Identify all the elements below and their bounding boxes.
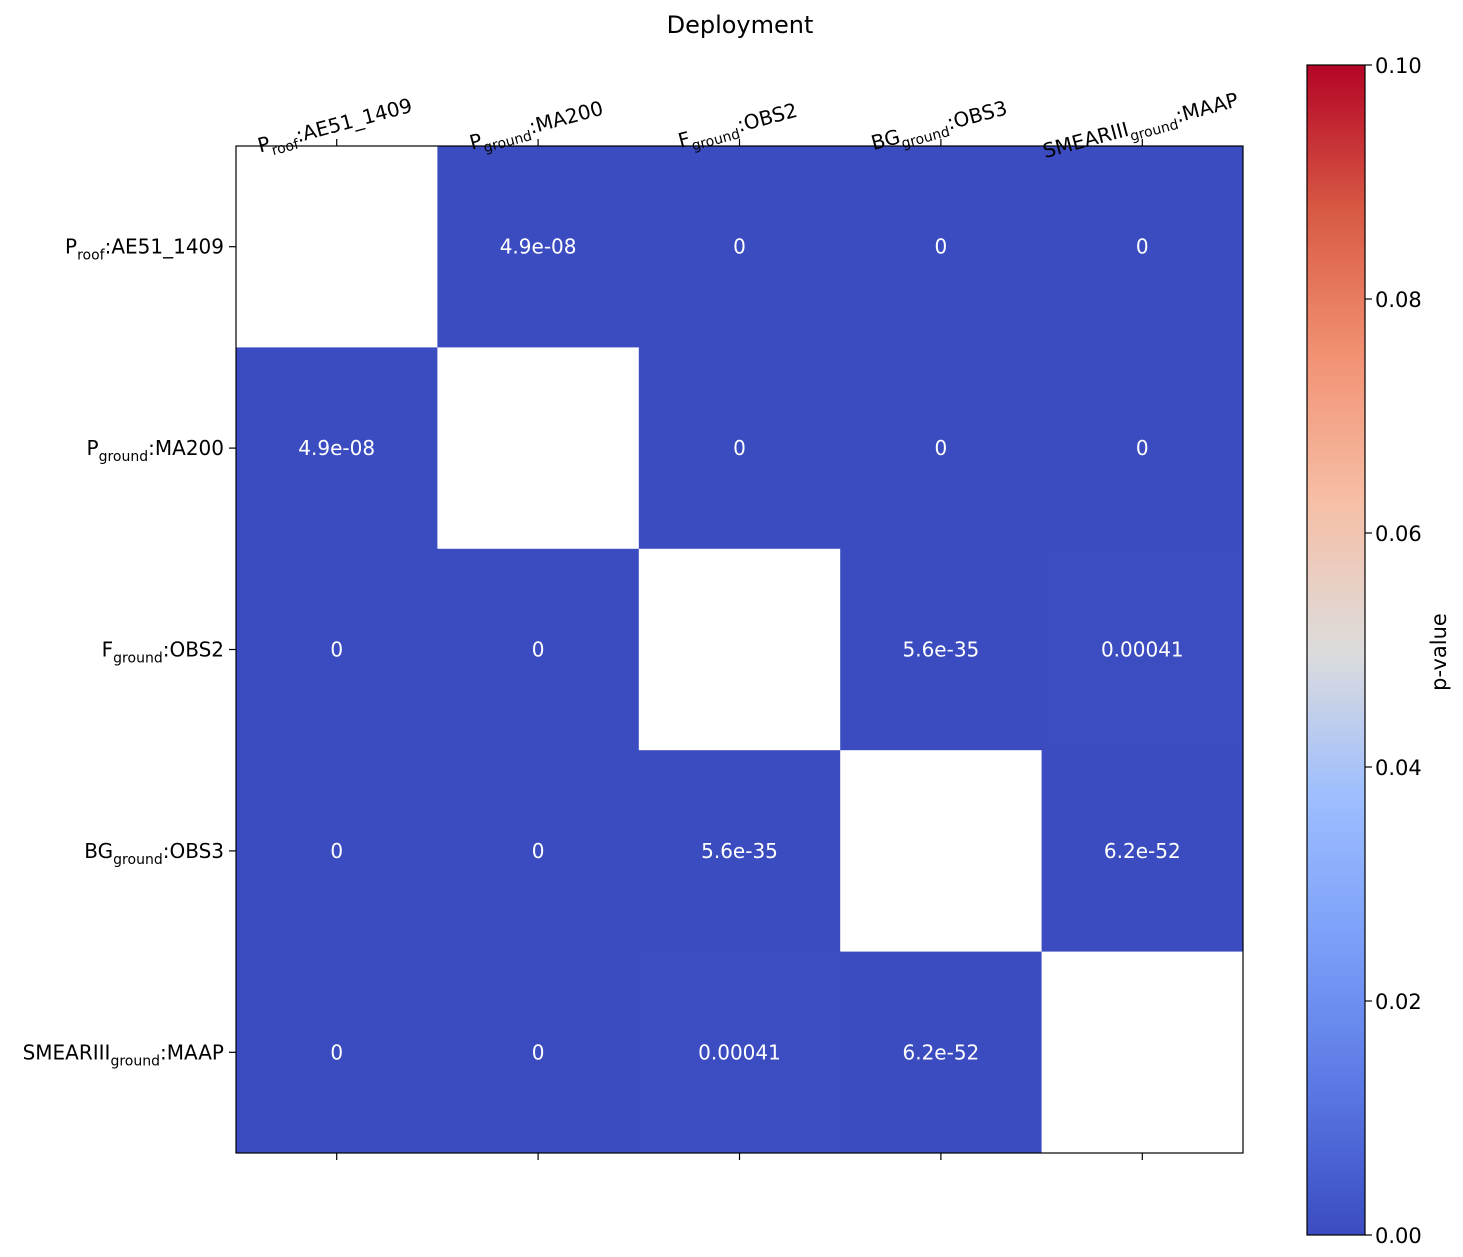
colorbar-tick-label: 0.04 [1375,756,1422,780]
heatmap-cell [437,548,640,751]
heatmap-cell [840,146,1043,348]
y-tick-label: Proof:AE51_1409 [65,235,224,264]
heatmap-cell [638,347,841,550]
y-tick-label: BGground:OBS3 [84,839,224,868]
cell-value-label: 0 [1136,235,1149,259]
heatmap-cell [638,548,841,751]
heatmap-cells [236,146,1244,1154]
heatmap-cell [1041,347,1244,550]
colorbar-tick-label: 0.08 [1375,288,1422,312]
cell-value-label: 0 [532,839,545,863]
cell-value-label: 6.2e-52 [903,1040,980,1064]
heatmap-cell [1041,750,1244,953]
y-tick-label: Fground:OBS2 [102,638,224,667]
heatmap-cell [236,347,438,550]
heatmap-cell [840,951,1043,1154]
colorbar-tick-label: 0.10 [1375,54,1422,78]
cell-value-label: 5.6e-35 [701,839,778,863]
cell-value-label: 4.9e-08 [500,235,577,259]
heatmap-cell [840,548,1043,751]
cell-value-label: 0 [733,436,746,460]
cell-value-label: 0 [935,436,948,460]
cell-value-label: 5.6e-35 [903,638,980,662]
cell-value-label: 4.9e-08 [298,436,375,460]
colorbar-ticks: 0.00 0.02 0.04 0.06 0.08 0.10 [1365,54,1422,1248]
chart-title: Deployment [667,11,814,39]
cell-value-label: 0 [532,638,545,662]
heatmap-cell [236,548,438,751]
heatmap-cell [638,146,841,348]
heatmap-cell [638,951,841,1154]
heatmap-cell [1041,548,1244,751]
y-axis-ticks: Proof:AE51_1409 Pground:MA200 Fground:OBS2… [23,235,236,1069]
heatmap-cell [236,146,438,348]
heatmap-cell [840,750,1043,953]
heatmap-cell [437,146,640,348]
heatmap-cell [437,750,640,953]
heatmap-cell [638,750,841,953]
colorbar-gradient [1307,65,1365,1235]
cell-value-label: 0 [330,1040,343,1064]
heatmap-cell-labels: 4.9e-08 0 0 0 4.9e-08 0 0 0 0 0 5.6e-35 0.00041 0 0 5.… [298,235,1183,1065]
heatmap-cell [1041,951,1244,1154]
heatmap-cell [437,347,640,550]
cell-value-label: 0 [330,638,343,662]
colorbar-label: p-value [1427,613,1451,691]
cell-value-label: 0 [532,1040,545,1064]
heatmap-cell [840,347,1043,550]
heatmap-cell [1041,146,1244,348]
cell-value-label: 0.00041 [698,1040,781,1064]
colorbar-frame [1306,64,1366,1236]
colorbar-tick-label: 0.02 [1375,990,1422,1014]
cell-value-label: 0.00041 [1101,638,1184,662]
heatmap-cell [236,750,438,953]
colorbar-tick-label: 0.06 [1375,522,1422,546]
cell-value-label: 0 [935,235,948,259]
colorbar-tick-label: 0.00 [1375,1224,1422,1248]
cell-value-label: 0 [330,839,343,863]
heatmap-cell [437,951,640,1154]
heatmap-cell [236,951,438,1154]
y-tick-label: SMEARIIIground:MAAP [23,1040,224,1069]
cell-value-label: 0 [733,235,746,259]
y-tick-label: Pground:MA200 [87,436,224,465]
cell-value-label: 0 [1136,436,1149,460]
cell-value-label: 6.2e-52 [1104,839,1181,863]
